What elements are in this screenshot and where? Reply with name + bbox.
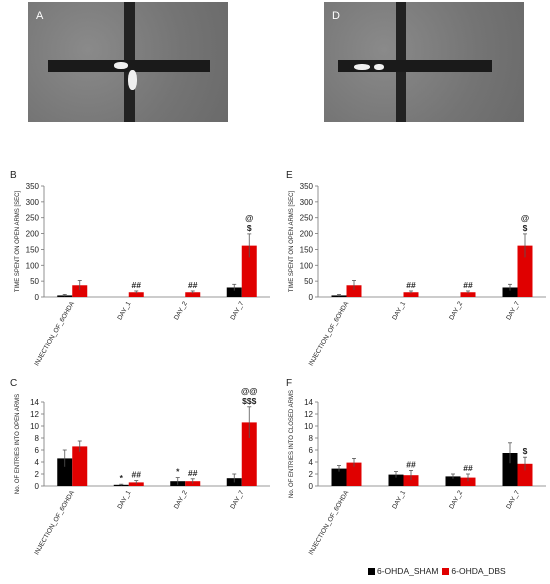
y-tick-label: 4 <box>309 458 314 467</box>
bar-sham <box>502 453 518 486</box>
mouse-figure <box>354 64 370 70</box>
y-tick-label: 4 <box>35 458 40 467</box>
y-tick-label: 50 <box>304 277 313 286</box>
mouse-figure <box>114 62 128 69</box>
significance-marker: ## <box>406 459 416 469</box>
mouse-figure <box>374 64 384 70</box>
y-tick-label: 6 <box>35 446 40 455</box>
significance-marker: @ <box>245 213 253 223</box>
bar-dbs <box>517 463 533 486</box>
significance-marker: * <box>176 467 180 477</box>
y-tick-label: 200 <box>300 230 314 239</box>
bar-sham <box>388 474 404 486</box>
y-tick-label: 350 <box>300 182 314 191</box>
y-tick-label: 250 <box>26 214 40 223</box>
significance-marker: $ <box>523 446 528 456</box>
chart-c-entries-open-arms: 0 2 4 6 8 10 12 14 No. OF ENTRIES INTO OPEN ARMS… <box>15 386 270 556</box>
y-tick-label: 0 <box>309 482 314 491</box>
x-tick-label: INJECTION_OF_6OHDA <box>308 489 351 556</box>
significance-marker: ## <box>132 280 142 290</box>
significance-marker: * <box>120 473 124 483</box>
legend-item-dbs: 6-OHDA_DBS <box>442 566 506 576</box>
y-tick-label: 0 <box>35 482 40 491</box>
y-tick-label: 0 <box>309 293 314 302</box>
y-tick-label: 50 <box>30 277 39 286</box>
y-tick-label: 150 <box>26 245 40 254</box>
y-tick-label: 12 <box>304 410 313 419</box>
panel-label-e: E <box>286 170 293 181</box>
y-tick-label: 0 <box>35 293 40 302</box>
x-tick-label: DAY_2 <box>448 489 464 510</box>
significance-marker: $ <box>247 223 252 233</box>
legend-swatch-sham <box>368 567 375 575</box>
significance-marker: $ <box>523 223 528 233</box>
significance-marker: @@ <box>241 386 258 396</box>
y-axis-label: TIME SPENT ON OPEN ARMS [SEC] <box>15 191 21 293</box>
bar-sham <box>331 468 347 486</box>
x-tick-label: DAY_7 <box>505 489 521 510</box>
y-axis-label: No. OF ENTRIES INTO CLOSED ARMS <box>289 390 295 498</box>
y-tick-label: 300 <box>300 198 314 207</box>
bar-sham <box>226 287 242 297</box>
bar-dbs <box>346 285 362 297</box>
bar-dbs <box>128 292 144 297</box>
mouse-figure <box>128 70 137 90</box>
significance-marker: ## <box>406 280 416 290</box>
bar-dbs <box>460 292 476 297</box>
bar-sham <box>502 287 518 297</box>
legend-label-dbs: 6-OHDA_DBS <box>451 566 506 576</box>
bar-dbs <box>346 462 362 486</box>
significance-marker: ## <box>132 470 142 480</box>
y-tick-label: 10 <box>304 422 313 431</box>
panel-label-b: B <box>10 170 17 181</box>
significance-marker: ## <box>463 463 473 473</box>
y-tick-label: 2 <box>309 470 314 479</box>
y-tick-label: 14 <box>304 398 313 407</box>
significance-marker: ## <box>188 280 198 290</box>
y-tick-label: 14 <box>30 398 39 407</box>
y-tick-label: 6 <box>309 446 314 455</box>
photo-elevated-plus-maze-a: A <box>28 2 228 122</box>
y-tick-label: 200 <box>26 230 40 239</box>
significance-marker: ## <box>188 468 198 478</box>
y-axis-label: No. OF ENTRIES INTO OPEN ARMS <box>15 394 21 494</box>
bar-dbs <box>403 292 419 297</box>
bar-sham <box>57 458 73 486</box>
bar-sham <box>445 476 461 486</box>
y-tick-label: 12 <box>30 410 39 419</box>
bar-dbs <box>403 475 419 486</box>
bar-dbs <box>241 422 257 486</box>
x-tick-label: DAY_1 <box>391 489 407 510</box>
legend-item-sham: 6-OHDA_SHAM <box>368 566 438 576</box>
y-tick-label: 8 <box>309 434 314 443</box>
legend-label-sham: 6-OHDA_SHAM <box>377 566 439 576</box>
bar-dbs <box>72 285 88 297</box>
significance-marker: $$$ <box>242 396 256 406</box>
significance-marker: @ <box>521 213 529 223</box>
photo-label: D <box>332 10 340 22</box>
y-tick-label: 100 <box>300 261 314 270</box>
y-tick-label: 250 <box>300 214 314 223</box>
photo-label: A <box>36 10 44 22</box>
y-tick-label: 8 <box>35 434 40 443</box>
photo-elevated-plus-maze-d: D <box>324 2 524 122</box>
panel-label-c: C <box>10 378 18 389</box>
y-tick-label: 2 <box>35 470 40 479</box>
y-tick-label: 300 <box>26 198 40 207</box>
y-axis-label: TIME SPENT ON OPEN ARMS [SEC] <box>289 191 295 293</box>
legend-swatch-dbs <box>442 567 450 575</box>
y-tick-label: 10 <box>30 422 39 431</box>
y-tick-label: 100 <box>26 261 40 270</box>
bar-dbs <box>72 446 88 486</box>
bar-dbs <box>185 292 201 297</box>
bar-dbs <box>241 245 257 297</box>
y-tick-label: 150 <box>300 245 314 254</box>
significance-marker: ## <box>463 280 473 290</box>
bar-dbs <box>517 245 533 297</box>
bar-dbs <box>460 477 476 486</box>
y-tick-label: 350 <box>26 182 40 191</box>
legend: 6-OHDA_SHAM 6-OHDA_DBS <box>368 566 510 576</box>
panel-label-f: F <box>286 378 293 389</box>
